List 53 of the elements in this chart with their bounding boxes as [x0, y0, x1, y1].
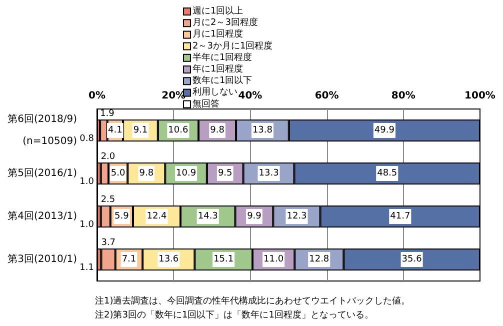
- y-tick-label: 第4回(2013/1): [8, 210, 78, 222]
- data-label: 9.8: [210, 126, 225, 136]
- data-label: 13.3: [258, 168, 279, 178]
- x-tick-label: 60%: [314, 90, 339, 102]
- legend-label: 半年に1回程度: [192, 52, 252, 63]
- legend-label: 年に1回程度: [192, 64, 244, 74]
- data-label: 9.9: [247, 212, 262, 222]
- data-label: 2.0: [100, 152, 116, 162]
- data-label: 48.5: [377, 168, 398, 178]
- x-tick-label: 80%: [391, 90, 416, 102]
- data-label: 10.9: [176, 168, 196, 178]
- data-label: 13.6: [158, 254, 179, 264]
- text: 注2)第3回の「数年に1回以下」は「数年に1回程度」となっている。: [95, 310, 374, 320]
- data-label: 2.5: [100, 195, 116, 205]
- data-label: 12.8: [309, 254, 330, 264]
- y-tick-label: 第6回(2018/9) (n=10509): [8, 113, 78, 147]
- data-label: 9.5: [218, 168, 232, 178]
- data-label: 15.1: [214, 254, 234, 264]
- data-label: 1.9: [100, 109, 115, 119]
- legend-label: 無回答: [192, 98, 220, 110]
- data-label: 41.7: [390, 212, 410, 222]
- data-label: 12.4: [146, 212, 168, 222]
- data-label: 9.8: [139, 168, 154, 178]
- data-label: 1.1: [80, 263, 94, 273]
- data-label: 0.8: [80, 134, 94, 144]
- text: 注1)過去調査は、今回調査の性年代構成比にあわせてウエイトバックした値。: [95, 296, 410, 306]
- x-tick-label: 0%: [88, 90, 106, 102]
- data-label: 11.0: [264, 254, 284, 264]
- x-tick-label: 100%: [464, 90, 496, 102]
- data-label: 4.1: [108, 126, 122, 136]
- data-label: 35.6: [402, 254, 422, 264]
- data-label: 9.1: [133, 126, 148, 136]
- data-label: 1.0: [80, 177, 94, 187]
- data-label: 14.3: [198, 212, 218, 222]
- data-label: 3.7: [101, 238, 116, 248]
- legend-label: 利用しない: [192, 86, 238, 98]
- data-label: 5.9: [114, 212, 130, 222]
- data-label: 10.6: [168, 126, 188, 136]
- y-tick-label: 第3回(2010/1): [8, 253, 78, 265]
- data-label: 1.0: [80, 220, 94, 230]
- x-tick-label: 20%: [162, 90, 186, 102]
- legend-label: 2～3か月に1回程度: [192, 40, 273, 52]
- legend-label: 週に1回以上: [192, 6, 244, 16]
- data-label: 7.1: [122, 254, 136, 264]
- data-label: 12.3: [286, 212, 307, 222]
- y-tick-label: 第5回(2016/1): [8, 167, 78, 179]
- data-label: 13.8: [252, 126, 273, 136]
- legend-label: 数年に1回以下: [192, 75, 252, 86]
- data-label: 49.9: [374, 126, 395, 136]
- x-tick-label: 40%: [238, 90, 262, 102]
- legend-label: 月に2～3回程度: [192, 17, 258, 28]
- legend-label: 月に1回程度: [192, 28, 244, 40]
- data-label: 5.0: [110, 168, 126, 178]
